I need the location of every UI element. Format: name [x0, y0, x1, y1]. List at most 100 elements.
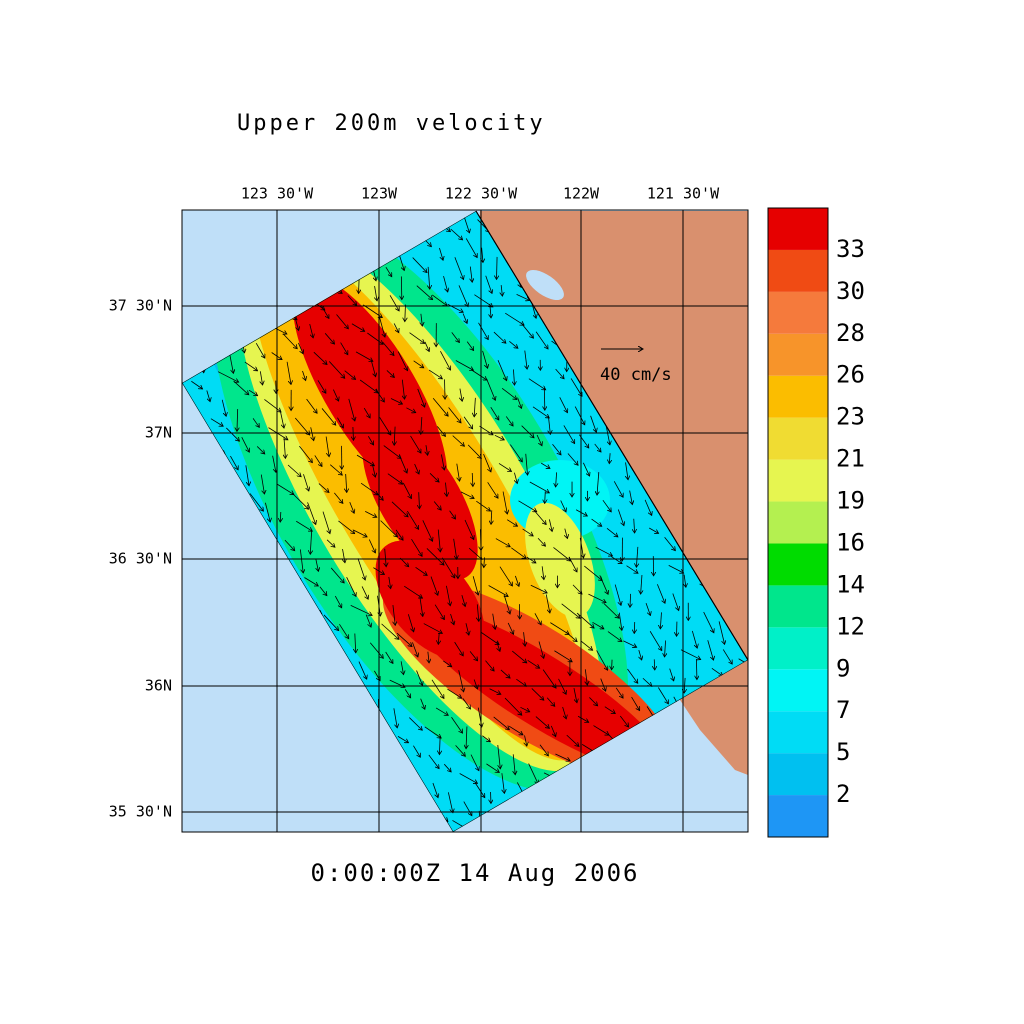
velocity-arrow [369, 642, 383, 659]
velocity-arrow [691, 630, 697, 648]
velocity-arrow [428, 369, 442, 379]
velocity-arrow [722, 649, 732, 664]
velocity-arrow [562, 706, 567, 719]
velocity-arrow [428, 651, 429, 663]
velocity-arrow [542, 566, 544, 579]
velocity-arrow [260, 474, 264, 494]
velocity-arrow [513, 369, 514, 385]
map-frame [181, 209, 749, 833]
velocity-arrow [463, 416, 473, 429]
velocity-arrow [310, 427, 314, 440]
velocity-arrow [428, 754, 439, 769]
velocity-arrow [607, 631, 622, 642]
velocity-arrow [260, 371, 262, 385]
velocity-arrow [493, 716, 510, 730]
velocity-arrow [393, 323, 399, 332]
velocity-arrow [508, 725, 523, 735]
velocity-arrow [398, 454, 407, 473]
velocity-arrow [485, 275, 492, 294]
velocity-arrow [555, 753, 570, 761]
velocity-arrow [396, 632, 412, 646]
velocity-arrow [648, 527, 658, 533]
velocity-arrow [351, 323, 365, 332]
velocity-arrow [450, 228, 463, 240]
velocity-arrow [604, 706, 615, 714]
velocity-arrow [500, 669, 510, 678]
velocity-arrow [284, 436, 285, 458]
velocity-arrow [353, 529, 367, 537]
colorbar-frame [767, 207, 829, 838]
velocity-arrow [515, 575, 519, 586]
velocity-arrow [482, 350, 488, 368]
velocity-arrow [485, 660, 494, 671]
velocity-arrow [531, 688, 544, 700]
colorbar-label: 19 [836, 487, 865, 515]
velocity-arrow [378, 314, 385, 337]
velocity-arrow [395, 529, 403, 540]
velocity-arrow [433, 501, 441, 510]
velocity-arrow [657, 584, 665, 603]
velocity-arrow [558, 678, 567, 694]
colorbar-bin [768, 417, 828, 460]
velocity-arrow [430, 576, 438, 596]
colorbar-bin [768, 795, 828, 837]
velocity-arrow [435, 707, 448, 715]
velocity-arrow [634, 518, 635, 533]
velocity-arrow [412, 642, 417, 657]
velocity-arrow [256, 446, 265, 453]
velocity-arrow [592, 621, 604, 629]
velocity-arrow [407, 510, 418, 529]
velocity-arrow [486, 378, 496, 400]
velocity-arrow [645, 602, 650, 615]
velocity-arrow [505, 416, 513, 426]
velocity-arrow [588, 593, 606, 602]
velocity-arrow [375, 285, 377, 301]
velocity-arrow [501, 285, 502, 296]
velocity-arrow [497, 641, 500, 652]
velocity-arrow [284, 539, 295, 551]
velocity-arrow [530, 584, 547, 593]
velocity-arrow [536, 434, 542, 446]
velocity-arrow [268, 427, 288, 440]
lon-label: 122W [563, 185, 600, 203]
velocity-arrow [434, 604, 444, 620]
velocity-arrow [474, 782, 485, 798]
colorbar-label: 2 [836, 780, 850, 808]
velocity-arrow [460, 388, 462, 402]
velocity-arrow [465, 623, 469, 635]
velocity-arrow [639, 649, 642, 660]
velocity-arrow [482, 735, 490, 742]
velocity-arrow [466, 341, 473, 351]
velocity-arrow [499, 566, 512, 586]
velocity-arrow [346, 473, 347, 492]
velocity-arrow [467, 444, 481, 459]
lon-label: 121 30'W [647, 185, 720, 203]
velocity-arrow [358, 661, 367, 680]
velocity-arrow [419, 595, 423, 616]
velocity-arrow [529, 481, 549, 493]
velocity-arrow [371, 361, 375, 377]
velocity-arrow [279, 408, 284, 428]
velocity-arrow [338, 520, 354, 534]
velocity-arrow [455, 745, 466, 756]
velocity-arrow [528, 378, 546, 390]
velocity-arrow [520, 322, 534, 338]
velocity-arrow [711, 668, 723, 676]
velocity-arrow [465, 238, 477, 257]
velocity-arrow [451, 716, 462, 733]
velocity-arrow [206, 390, 210, 402]
velocity-arrow [245, 465, 249, 485]
velocity-arrow [420, 698, 425, 710]
velocity-arrow [462, 313, 467, 324]
velocity-arrow [438, 529, 440, 552]
velocity-arrow [447, 792, 453, 812]
velocity-arrow [264, 399, 281, 411]
velocity-arrow [299, 445, 312, 463]
velocity-arrow [313, 351, 327, 364]
velocity-arrow [453, 538, 457, 560]
velocity-arrow [367, 332, 383, 344]
velocity-arrow [560, 500, 566, 512]
velocity-arrow [642, 677, 652, 686]
velocity-arrow [458, 285, 468, 306]
velocity-arrow [391, 501, 408, 517]
